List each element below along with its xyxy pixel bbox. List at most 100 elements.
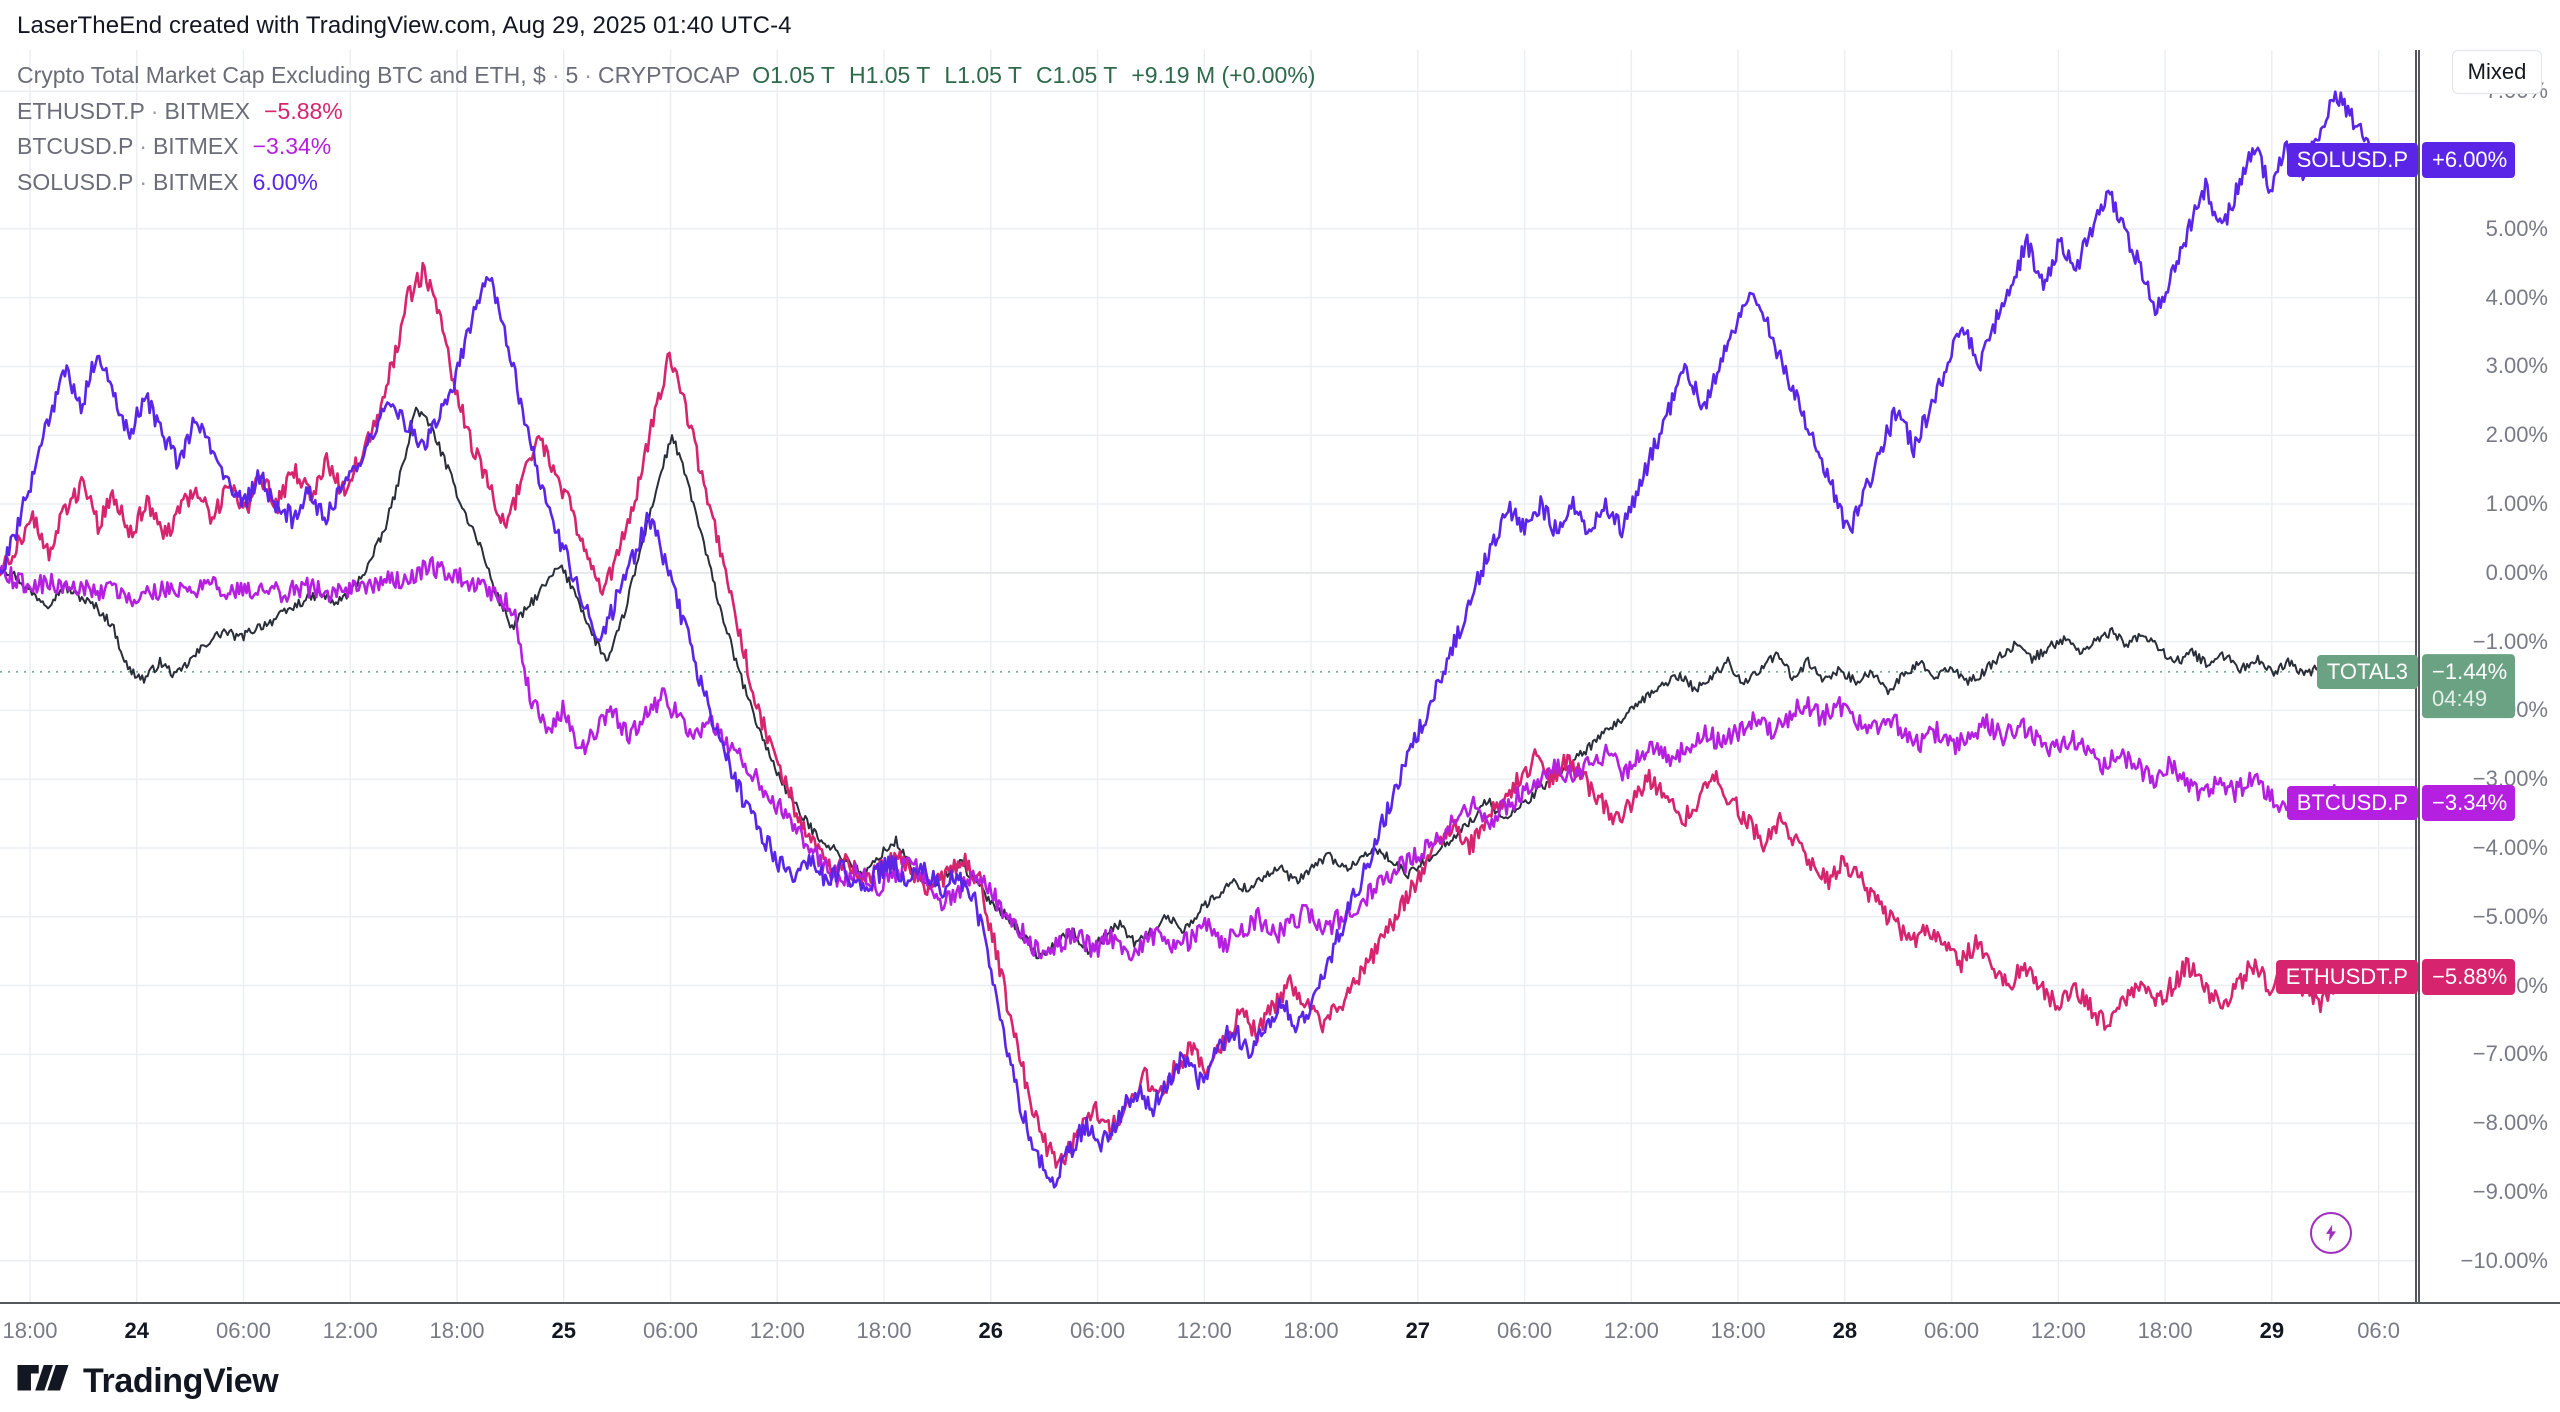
legend-ohlc: O1.05 T H1.05 T L1.05 T C1.05 T +9.19 M (+0.… [740, 58, 1329, 94]
legend-row-main[interactable]: Crypto Total Market Cap Excluding BTC an… [17, 58, 1329, 94]
price-badge-value: −1.44% [2432, 659, 2508, 685]
flash-icon[interactable] [2310, 1212, 2352, 1254]
time-tick: 18:00 [2, 1318, 58, 1343]
price-badge-solusdp[interactable]: +6.00% [2422, 142, 2516, 179]
legend-sep-sol: · [139, 168, 147, 195]
time-tick: 18:00 [429, 1318, 485, 1343]
legend-change-solusd: 6.00% [252, 168, 318, 195]
price-tick: 3.00% [2485, 353, 2548, 379]
legend-symbol-solusd: SOLUSD.P [17, 168, 134, 195]
ohlc-change: +9.19 M (+0.00%) [1131, 62, 1316, 88]
tradingview-wordmark: TradingView [83, 1362, 279, 1400]
time-tick: 12:00 [2030, 1318, 2086, 1343]
price-tick: 4.00% [2485, 284, 2548, 310]
legend-row-ethusdt[interactable]: ETHUSDT.P · BITMEX −5.88% [17, 94, 1329, 130]
price-tick: −7.00% [2472, 1041, 2548, 1067]
legend-sep-btc: · [139, 133, 147, 160]
time-tick: 29 [2259, 1318, 2285, 1343]
time-tick: 24 [124, 1318, 149, 1343]
legend-main-interval: 5 [565, 62, 579, 88]
ohlc-high: H1.05 T [848, 62, 931, 88]
time-tick: 06:00 [1924, 1318, 1980, 1343]
series-tag-label: TOTAL3 [2326, 658, 2408, 684]
legend-main-exchange: CRYPTOCAP [597, 62, 741, 88]
legend-row-btcusd[interactable]: BTCUSD.P · BITMEX −3.34% [17, 129, 1329, 165]
tradingview-mark-icon [17, 1364, 69, 1390]
ohlc-open: O1.05 T [752, 62, 835, 88]
time-tick: 25 [551, 1318, 577, 1343]
series-tag-btcusdp[interactable]: BTCUSD.P [2286, 785, 2418, 820]
time-tick: 28 [1832, 1318, 1858, 1343]
time-tick: 12:00 [1176, 1318, 1232, 1343]
ohlc-low: L1.05 T [944, 62, 1022, 88]
series-tag-ethusdtp[interactable]: ETHUSDT.P [2275, 960, 2418, 995]
price-badge-value: −5.88% [2432, 964, 2508, 990]
legend-change-btcusd: −3.34% [252, 133, 332, 160]
price-badge-btcusdp[interactable]: −3.34% [2422, 784, 2516, 821]
price-axis[interactable]: 7.00%5.00%4.00%3.00%2.00%1.00%0.00%−1.00… [2418, 50, 2560, 1302]
time-tick: 06:00 [1497, 1318, 1553, 1343]
series-line-solusdp [0, 90, 2386, 1189]
ohlc-close: C1.05 T [1035, 62, 1118, 88]
legend-change-ethusdt: −5.88% [264, 97, 343, 124]
price-badge-time: 04:49 [2432, 685, 2488, 711]
legend-exchange-solusd: BITMEX [153, 168, 239, 195]
price-tick: 0.00% [2485, 559, 2548, 585]
chart-frame: Crypto Total Market Cap Excluding BTC an… [0, 50, 2418, 1302]
time-tick: 06:00 [642, 1318, 699, 1343]
time-tick: 06:00 [215, 1318, 272, 1343]
price-tick: −10.00% [2460, 1247, 2548, 1273]
time-tick: 27 [1405, 1318, 1431, 1343]
time-tick: 06:0 [2357, 1318, 2401, 1343]
chart-series-lines [0, 90, 2386, 1189]
chart-plot-area[interactable] [0, 50, 2418, 1302]
tradingview-logo[interactable]: TradingView [17, 1362, 279, 1401]
price-tick: 2.00% [2485, 422, 2548, 448]
chart-legend: Crypto Total Market Cap Excluding BTC an… [17, 58, 1329, 201]
series-tag-total3[interactable]: TOTAL3 [2316, 654, 2418, 689]
legend-row-solusd[interactable]: SOLUSD.P · BITMEX 6.00% [17, 165, 1329, 201]
series-line-total3 [0, 406, 2385, 960]
price-tick: −1.00% [2472, 628, 2548, 654]
price-badge-value: −3.34% [2432, 789, 2508, 815]
legend-sep-1: · [551, 62, 560, 88]
price-tick: 5.00% [2485, 215, 2548, 241]
chart-gridlines [0, 50, 2418, 1302]
attribution-text: LaserTheEnd created with TradingView.com… [17, 12, 792, 39]
series-tag-label: ETHUSDT.P [2285, 964, 2408, 990]
scale-mode-button[interactable]: Mixed [2452, 50, 2542, 94]
price-badge-ethusdtp[interactable]: −5.88% [2422, 959, 2516, 996]
scale-mode-label: Mixed [2467, 59, 2527, 84]
legend-main-title: Crypto Total Market Cap Excluding BTC an… [17, 62, 546, 88]
time-tick: 26 [978, 1318, 1004, 1343]
time-axis[interactable]: 18:00 24 06:00 12:00 18:00 25 06:00 12:00 18:00 2… [0, 1302, 2560, 1360]
time-tick: 18:00 [1283, 1318, 1339, 1343]
time-tick: 18:00 [2137, 1318, 2193, 1343]
price-badge-value: +6.00% [2432, 147, 2508, 173]
time-tick: 12:00 [749, 1318, 805, 1343]
series-tag-label: BTCUSD.P [2296, 789, 2408, 815]
price-tick: 1.00% [2485, 491, 2548, 517]
legend-symbol-ethusdt: ETHUSDT.P [17, 97, 145, 124]
footer-bar: TradingView [0, 1358, 2560, 1412]
price-tick: −4.00% [2472, 834, 2548, 860]
price-tick: −9.00% [2472, 1178, 2548, 1204]
legend-symbol-btcusd: BTCUSD.P [17, 133, 134, 160]
legend-exchange-btcusd: BITMEX [152, 133, 239, 160]
time-tick: 12:00 [1603, 1318, 1659, 1343]
legend-sep-eth: · [150, 97, 159, 124]
legend-sep-2: · [584, 62, 592, 88]
price-tick: −5.00% [2472, 903, 2548, 929]
price-tick: −8.00% [2472, 1110, 2548, 1136]
time-tick: 06:00 [1070, 1318, 1126, 1343]
time-tick: 18:00 [1710, 1318, 1766, 1343]
time-tick: 18:00 [856, 1318, 912, 1343]
time-tick: 12:00 [322, 1318, 378, 1343]
price-badge-total3[interactable]: −1.44% 04:49 [2422, 654, 2516, 718]
series-tag-solusdp[interactable]: SOLUSD.P [2286, 143, 2418, 178]
series-tag-label: SOLUSD.P [2296, 147, 2408, 173]
legend-exchange-ethusdt: BITMEX [164, 97, 251, 124]
series-line-btcusdp [0, 556, 2386, 962]
series-line-ethusdtp [0, 261, 2386, 1169]
